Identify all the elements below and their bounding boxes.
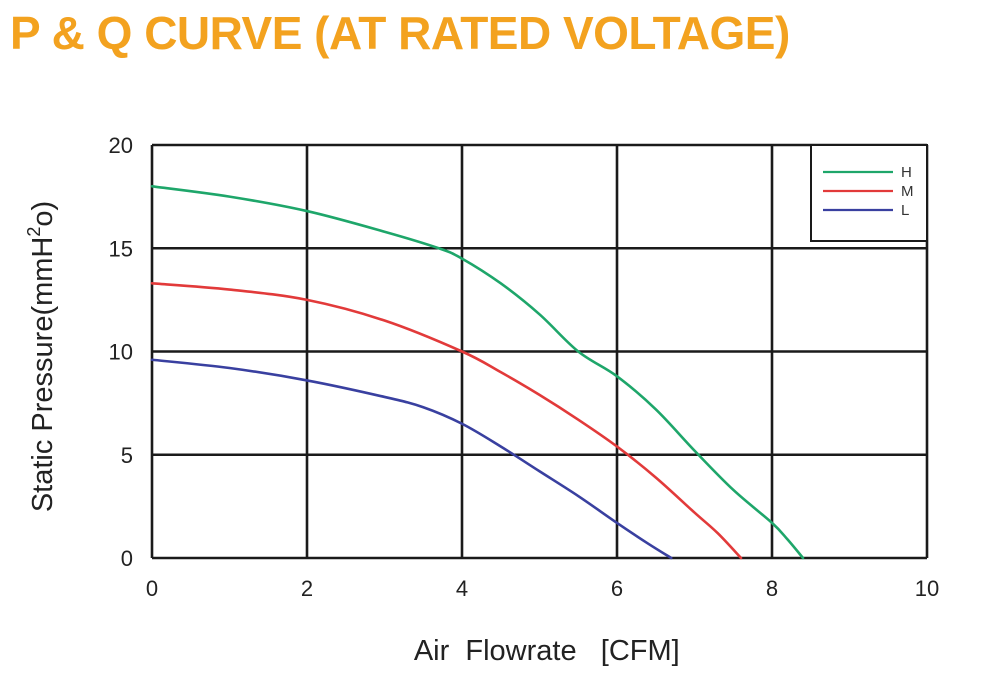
x-tick-label: 6 xyxy=(611,576,623,601)
x-tick-label: 8 xyxy=(766,576,778,601)
x-tick-label: 4 xyxy=(456,576,468,601)
y-tick-label: 10 xyxy=(109,340,133,365)
x-axis-title: Air Flowrate [CFM] xyxy=(375,635,704,667)
legend-label-h: H xyxy=(901,164,912,181)
series-line-m xyxy=(150,282,743,560)
y-tick-label: 0 xyxy=(121,546,133,571)
legend-label-l: L xyxy=(901,202,909,219)
chart-title: P & Q CURVE (AT RATED VOLTAGE) xyxy=(10,7,790,59)
data-series xyxy=(150,185,805,560)
legend: HML xyxy=(810,144,928,242)
series-line-l xyxy=(150,358,673,560)
x-tick-label: 10 xyxy=(915,576,939,601)
x-tick-label: 2 xyxy=(301,576,313,601)
legend-box xyxy=(810,144,928,242)
series-line-h xyxy=(150,185,805,560)
y-tick-label: 5 xyxy=(121,443,133,468)
y-tick-label: 20 xyxy=(109,133,133,158)
y-axis-title: Static Pressure(mmH2o) xyxy=(24,201,59,512)
legend-label-m: M xyxy=(901,183,914,200)
y-axis-title-superscript: 2 xyxy=(24,227,44,237)
x-tick-label: 0 xyxy=(146,576,158,601)
y-tick-label: 15 xyxy=(109,236,133,261)
axis-ticks: 0 2 4 6 8 10 0 5 10 15 20 xyxy=(109,133,940,601)
